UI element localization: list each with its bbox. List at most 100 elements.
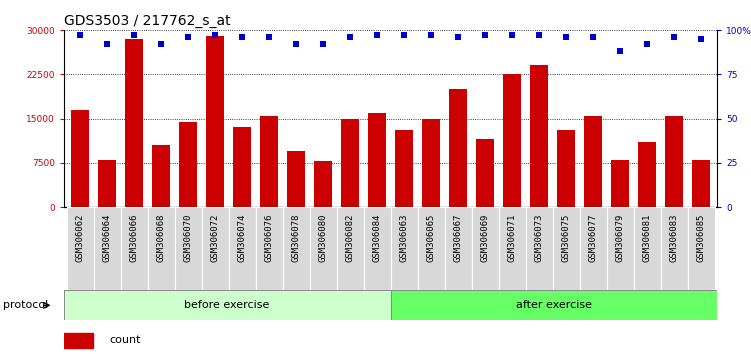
Point [155, 41, 167, 47]
Point [209, 33, 221, 38]
Text: GSM306072: GSM306072 [210, 214, 219, 262]
Text: GSM306070: GSM306070 [183, 214, 192, 262]
Point [452, 34, 464, 40]
Text: GSM306080: GSM306080 [318, 214, 327, 262]
Bar [476, 139, 494, 207]
Bar [584, 116, 602, 207]
Point [344, 34, 356, 40]
Bar [94, 207, 120, 290]
Text: GSM306081: GSM306081 [643, 214, 652, 262]
Bar [499, 207, 526, 290]
Text: GSM306074: GSM306074 [237, 214, 246, 262]
Bar [611, 160, 629, 207]
Point [290, 41, 302, 47]
Point [371, 33, 383, 38]
Bar [282, 207, 309, 290]
Point [479, 33, 491, 38]
Point [587, 34, 599, 40]
Point [101, 41, 113, 47]
Bar [64, 290, 391, 320]
Point [263, 34, 275, 40]
Point [560, 34, 572, 40]
Bar [368, 113, 386, 207]
Bar [553, 207, 580, 290]
Point [317, 41, 329, 47]
Text: before exercise: before exercise [185, 300, 270, 310]
Point [695, 36, 707, 42]
Bar [287, 151, 305, 207]
Bar [418, 207, 445, 290]
Text: GSM306083: GSM306083 [669, 214, 678, 262]
Bar [201, 207, 228, 290]
Text: GSM306068: GSM306068 [156, 214, 165, 262]
Point [236, 34, 248, 40]
Bar [228, 207, 255, 290]
Bar [472, 207, 499, 290]
Point [74, 33, 86, 38]
Point [425, 33, 437, 38]
Bar [530, 65, 547, 207]
Text: GSM306077: GSM306077 [589, 214, 598, 262]
Bar [71, 110, 89, 207]
Text: GSM306075: GSM306075 [562, 214, 571, 262]
Bar [503, 74, 520, 207]
Text: count: count [110, 336, 141, 346]
Point [182, 34, 194, 40]
Bar [255, 207, 282, 290]
Bar [445, 207, 472, 290]
Bar [152, 145, 170, 207]
Bar [336, 207, 363, 290]
Bar [692, 160, 710, 207]
Text: GSM306063: GSM306063 [400, 214, 409, 262]
Bar [391, 290, 717, 320]
Bar [174, 207, 201, 290]
Bar [607, 207, 634, 290]
Bar [422, 119, 440, 207]
Text: GSM306065: GSM306065 [427, 214, 436, 262]
Bar [665, 116, 683, 207]
Bar [67, 207, 94, 290]
Text: GSM306084: GSM306084 [372, 214, 382, 262]
Bar [391, 207, 418, 290]
Text: GSM306079: GSM306079 [616, 214, 625, 262]
Point [533, 33, 545, 38]
Text: GSM306073: GSM306073 [535, 214, 544, 262]
Text: GSM306085: GSM306085 [696, 214, 705, 262]
Text: GSM306067: GSM306067 [454, 214, 463, 262]
Point [128, 33, 140, 38]
Bar [449, 89, 467, 207]
Text: GSM306076: GSM306076 [264, 214, 273, 262]
Bar [234, 127, 251, 207]
Bar [309, 207, 336, 290]
Bar [557, 130, 575, 207]
Text: protocol: protocol [3, 300, 48, 310]
Text: GSM306062: GSM306062 [76, 214, 85, 262]
Bar [179, 121, 197, 207]
Bar [526, 207, 553, 290]
Bar [661, 207, 687, 290]
Bar [120, 207, 147, 290]
Point [641, 41, 653, 47]
Bar [634, 207, 661, 290]
Point [398, 33, 410, 38]
Bar [395, 130, 413, 207]
Bar [147, 207, 174, 290]
Bar [125, 39, 143, 207]
Bar [261, 116, 278, 207]
Text: after exercise: after exercise [516, 300, 592, 310]
Bar [363, 207, 391, 290]
Text: GSM306078: GSM306078 [291, 214, 300, 262]
Bar [580, 207, 607, 290]
Text: GSM306064: GSM306064 [103, 214, 112, 262]
Bar [341, 119, 359, 207]
Bar [638, 142, 656, 207]
Bar [314, 161, 332, 207]
Point [614, 48, 626, 54]
Point [506, 33, 518, 38]
Point [668, 34, 680, 40]
Text: GSM306066: GSM306066 [129, 214, 138, 262]
Bar [64, 333, 93, 348]
Text: GSM306082: GSM306082 [345, 214, 354, 262]
Bar [98, 160, 116, 207]
Bar [687, 207, 714, 290]
